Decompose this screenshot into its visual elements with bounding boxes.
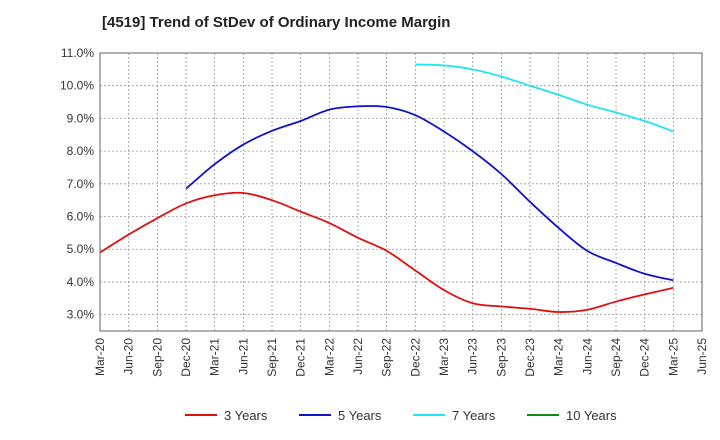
legend-label: 5 Years <box>338 408 382 423</box>
legend: 3 Years 5 Years 7 Years 10 Years <box>185 408 617 423</box>
y-tick-label: 8.0% <box>67 144 95 158</box>
series-line-7-years <box>415 63 674 133</box>
series-line-5-years <box>185 105 674 282</box>
x-tick-label: Mar-25 <box>666 338 680 376</box>
chart-title: [4519] Trend of StDev of Ordinary Income… <box>102 14 451 31</box>
x-tick-label: Jun-25 <box>695 338 709 375</box>
legend-label: 10 Years <box>566 408 617 423</box>
axes: 3.0% 4.0% 5.0% 6.0% 7.0% 8.0% 9.0% 10.0% 11.0% Ma… <box>60 46 709 377</box>
y-tick-label: 5.0% <box>67 242 95 256</box>
x-tick-label: Mar-23 <box>437 338 451 376</box>
series-line-3-years <box>99 191 674 313</box>
x-tick-label: Mar-22 <box>322 338 336 376</box>
x-tick-label: Dec-23 <box>523 338 537 377</box>
x-tick-label: Sep-24 <box>609 338 623 377</box>
y-tick-label: 9.0% <box>67 111 95 125</box>
y-tick-label: 7.0% <box>67 177 95 191</box>
x-tick-label: Dec-20 <box>179 338 193 377</box>
legend-label: 7 Years <box>452 408 496 423</box>
y-tick-label: 6.0% <box>67 210 95 224</box>
legend-label: 3 Years <box>224 408 268 423</box>
x-tick-label: Jun-21 <box>236 338 250 375</box>
x-tick-label: Mar-20 <box>93 338 107 376</box>
x-tick-label: Mar-24 <box>552 338 566 376</box>
series-lines <box>99 63 674 313</box>
y-tick-label: 4.0% <box>67 275 95 289</box>
y-tick-label: 10.0% <box>60 79 94 93</box>
x-tick-label: Jun-22 <box>351 338 365 375</box>
x-tick-label: Sep-20 <box>150 338 164 377</box>
x-tick-label: Dec-24 <box>638 338 652 377</box>
plot-background <box>100 53 702 331</box>
x-tick-label: Jun-23 <box>466 338 480 375</box>
x-tick-label: Sep-22 <box>380 338 394 377</box>
plot-frame <box>99 52 703 332</box>
x-tick-label: Mar-21 <box>208 338 222 376</box>
x-tick-label: Sep-21 <box>265 338 279 377</box>
x-tick-label: Dec-21 <box>294 338 308 377</box>
x-tick-label: Dec-22 <box>408 338 422 377</box>
x-tick-label: Jun-20 <box>122 338 136 375</box>
plot-area <box>100 53 702 331</box>
y-tick-label: 3.0% <box>67 308 95 322</box>
y-tick-label: 11.0% <box>61 46 94 60</box>
x-tick-label: Sep-23 <box>494 338 508 377</box>
x-tick-label: Jun-24 <box>580 338 594 375</box>
